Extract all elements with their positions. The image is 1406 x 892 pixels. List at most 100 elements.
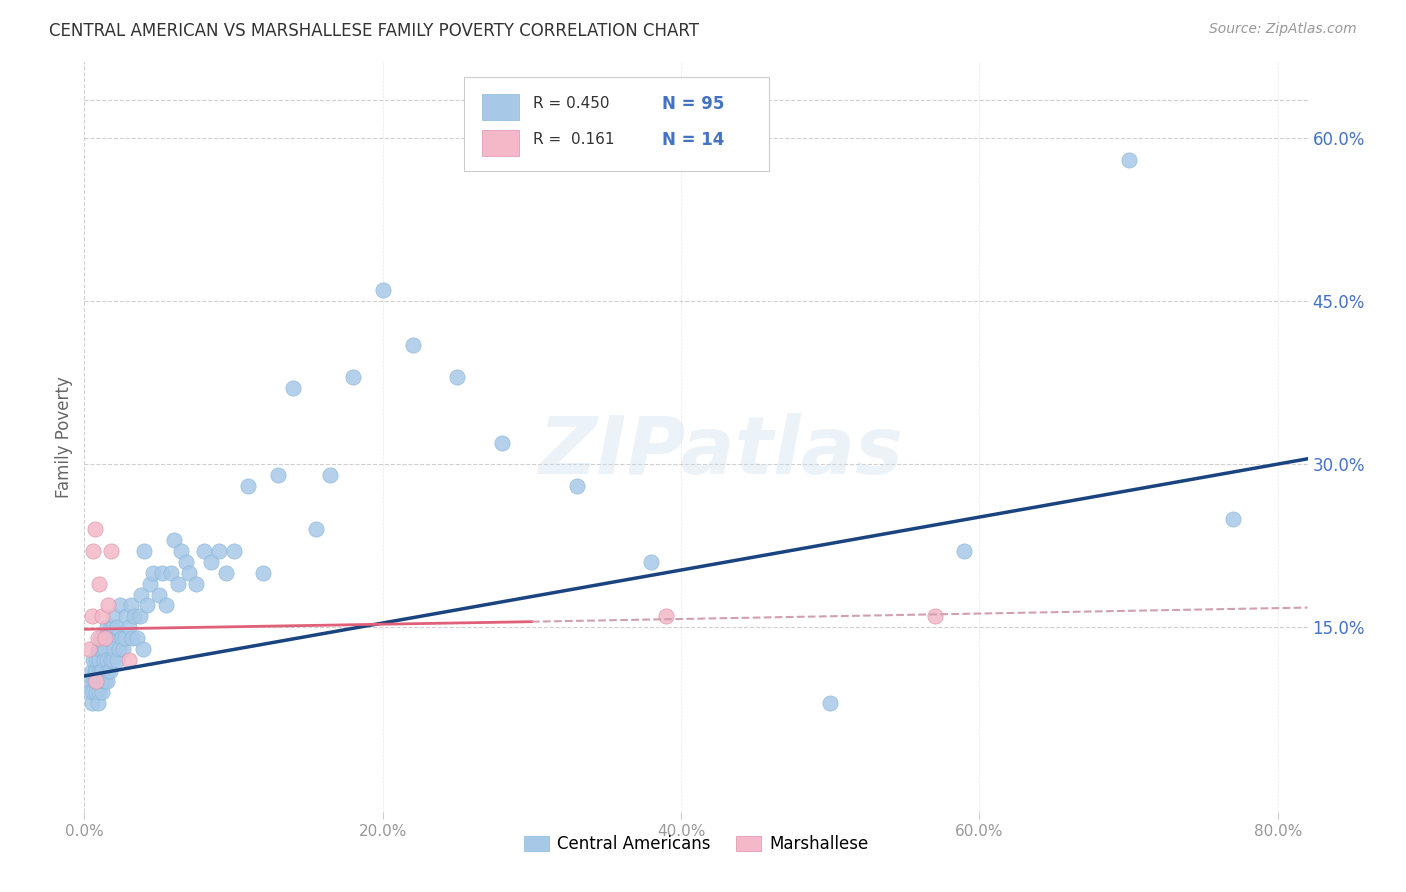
Point [150, 566, 173, 580]
Point [142, 566, 165, 580]
Point [84, 674, 107, 689]
Point [267, 468, 290, 483]
Point [924, 609, 946, 624]
Point [128, 609, 150, 624]
Text: Source: ZipAtlas.com: Source: ZipAtlas.com [1209, 22, 1357, 37]
Point [342, 370, 364, 384]
Point [125, 631, 148, 645]
Point [89, 685, 111, 699]
Point [401, 338, 423, 352]
Point [87, 696, 110, 710]
Point [84, 653, 107, 667]
Point [136, 599, 159, 613]
Point [97, 599, 120, 613]
Point [371, 284, 394, 298]
Point [118, 653, 141, 667]
Point [82, 674, 104, 689]
Point [118, 620, 141, 634]
Point [87, 631, 110, 645]
Point [105, 653, 128, 667]
Point [90, 631, 112, 645]
Point [87, 641, 110, 656]
Point [100, 653, 122, 667]
Point [103, 641, 125, 656]
Point [111, 631, 134, 645]
Point [105, 620, 128, 634]
Text: N = 95: N = 95 [662, 95, 724, 112]
Y-axis label: Family Poverty: Family Poverty [55, 376, 73, 498]
Point [446, 370, 468, 384]
Point [82, 544, 104, 558]
Point [167, 576, 190, 591]
Point [640, 555, 662, 569]
Point [120, 599, 142, 613]
Point [101, 620, 124, 634]
Point [122, 609, 145, 624]
Point [148, 588, 170, 602]
Point [108, 599, 131, 613]
Point [90, 674, 112, 689]
Legend: Central Americans, Marshallese: Central Americans, Marshallese [517, 829, 875, 860]
Point [89, 664, 111, 678]
FancyBboxPatch shape [464, 78, 769, 171]
Point [131, 641, 153, 656]
Point [121, 631, 143, 645]
Point [491, 435, 513, 450]
Point [97, 664, 120, 678]
Point [90, 664, 112, 678]
Point [96, 653, 118, 667]
Point [89, 641, 111, 656]
Point [91, 685, 114, 699]
Point [304, 522, 326, 536]
Point [101, 653, 124, 667]
Point [1118, 153, 1140, 168]
Point [100, 620, 122, 634]
Point [94, 674, 117, 689]
Point [97, 631, 120, 645]
Point [80, 664, 103, 678]
Point [100, 544, 122, 558]
Point [186, 576, 208, 591]
Point [80, 609, 103, 624]
Point [177, 566, 200, 580]
Point [94, 641, 117, 656]
Text: R = 0.450: R = 0.450 [533, 96, 610, 112]
Point [655, 609, 678, 624]
Point [818, 696, 841, 710]
Point [129, 588, 152, 602]
Point [163, 533, 186, 548]
Point [193, 544, 215, 558]
Point [215, 566, 238, 580]
Point [98, 631, 121, 645]
Point [155, 599, 177, 613]
Point [107, 641, 129, 656]
Point [115, 609, 138, 624]
FancyBboxPatch shape [482, 94, 519, 120]
Text: R =  0.161: R = 0.161 [533, 132, 614, 147]
Point [207, 544, 229, 558]
Point [98, 664, 121, 678]
Point [83, 664, 105, 678]
Point [200, 555, 222, 569]
Point [139, 576, 162, 591]
Point [953, 544, 976, 558]
Point [89, 576, 111, 591]
Point [93, 631, 115, 645]
Point [565, 479, 588, 493]
Point [77, 674, 100, 689]
Point [319, 468, 342, 483]
Point [80, 696, 103, 710]
Point [93, 674, 115, 689]
Point [83, 522, 105, 536]
Point [77, 641, 100, 656]
Point [91, 641, 114, 656]
Point [79, 685, 101, 699]
Point [174, 555, 197, 569]
Point [112, 641, 135, 656]
Point [96, 620, 118, 634]
Point [1222, 511, 1244, 525]
FancyBboxPatch shape [482, 130, 519, 156]
Point [252, 566, 274, 580]
Point [283, 381, 305, 395]
Point [238, 479, 260, 493]
